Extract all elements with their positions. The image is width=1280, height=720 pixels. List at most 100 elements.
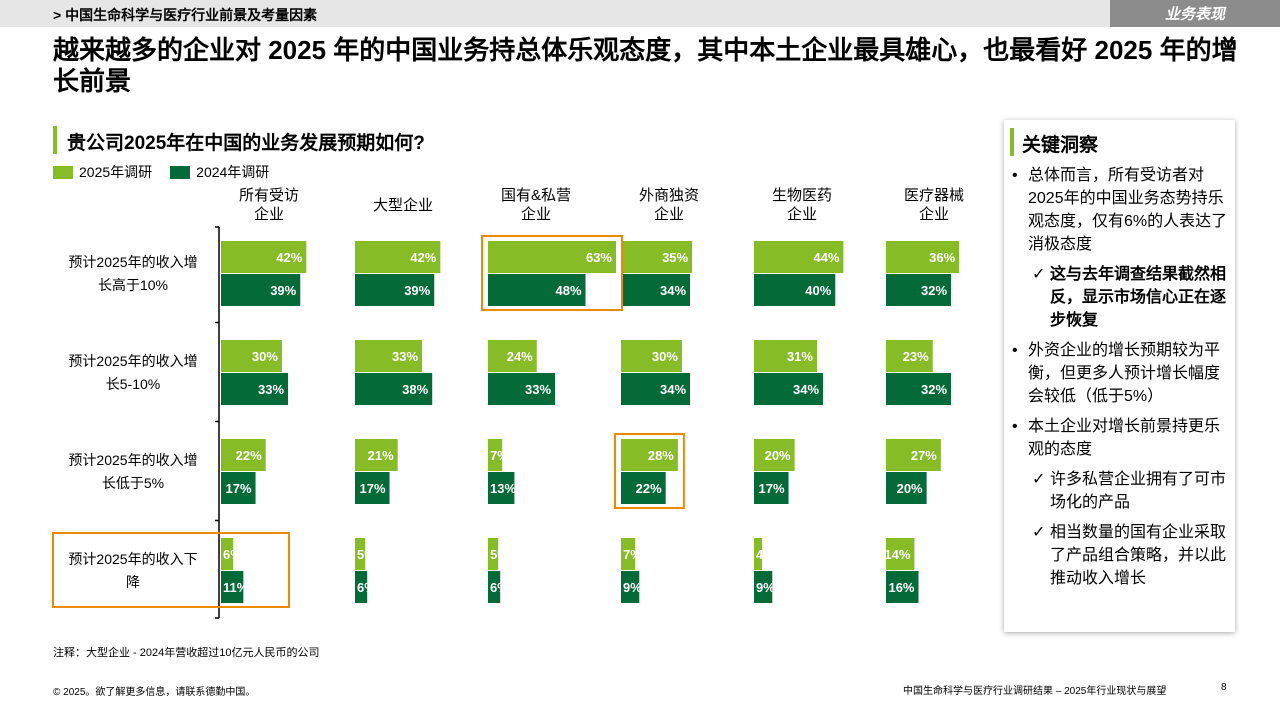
bar-data-label: 28% xyxy=(648,448,674,463)
highlight-box xyxy=(52,532,290,608)
bar-2025 xyxy=(621,241,693,273)
bar-data-label: 11% xyxy=(223,580,249,595)
bar-2024 xyxy=(355,274,435,306)
bar-data-label: 39% xyxy=(270,283,296,298)
bar-2025 xyxy=(886,340,933,372)
bar-2025 xyxy=(754,241,844,273)
bar-data-label: 39% xyxy=(404,283,430,298)
insight-subtext: 许多私营企业拥有了可市场化的产品 xyxy=(1050,471,1227,511)
bar-2025 xyxy=(355,340,423,372)
bar-data-label: 33% xyxy=(258,382,284,397)
col-header: 国有&私营 xyxy=(501,187,571,204)
bar-2024 xyxy=(754,274,836,306)
bar-2025 xyxy=(754,538,763,570)
footer-source: 中国生命科学与医疗行业调研结果 – 2025年行业现状与展望 xyxy=(903,686,1167,697)
insight-item: • 本土企业对增长前景持更乐观的态度 xyxy=(1012,415,1230,461)
bar-data-label: 63% xyxy=(586,250,612,265)
row-label: 降 xyxy=(126,574,140,590)
bar-2024 xyxy=(754,571,773,603)
bar-data-label: 32% xyxy=(921,283,947,298)
bar-2024 xyxy=(886,571,919,603)
col-header: 大型企业 xyxy=(373,196,433,214)
bar-2025 xyxy=(488,538,499,570)
bar-2024 xyxy=(621,571,640,603)
insights-title-accent xyxy=(1010,128,1014,156)
bar-data-label: 7% xyxy=(490,448,509,463)
bar-2024 xyxy=(886,373,952,405)
check-icon: ✓ xyxy=(1032,524,1046,541)
insight-subitem: ✓ 相当数量的国有企业采取了产品组合策略，并以此推动收入增长 xyxy=(1032,521,1230,590)
chart-title: 贵公司2025年在中国的业务发展预期如何? xyxy=(67,133,425,154)
row-label: 预计2025年的收入增 xyxy=(68,353,197,369)
bar-2024 xyxy=(754,373,824,405)
bar-2025 xyxy=(488,340,537,372)
bullet-icon: • xyxy=(1012,167,1018,184)
key-insights-panel: 关键洞察 • 总体而言，所有受访者对2025年的中国业务态势持乐观态度，仅有6%的… xyxy=(1004,120,1235,632)
bar-2025 xyxy=(488,241,616,273)
insight-text: 本土企业对增长前景持更乐观的态度 xyxy=(1028,418,1221,458)
col-header: 生物医药 xyxy=(772,187,832,204)
bar-2024 xyxy=(886,472,927,504)
bar-2025 xyxy=(221,340,282,372)
bar-2025 xyxy=(355,538,366,570)
bar-data-label: 44% xyxy=(813,250,839,265)
bar-2025 xyxy=(221,439,266,471)
insight-item: • 外资企业的增长预期较为平衡，但更多人预计增长幅度会较低（低于5%） xyxy=(1012,339,1230,408)
bar-2025 xyxy=(754,340,817,372)
col-header: 医疗器械 xyxy=(904,187,964,204)
bar-2025 xyxy=(221,538,234,570)
row-label: 长低于5% xyxy=(102,475,164,491)
bar-2025 xyxy=(886,538,915,570)
bar-data-label: 32% xyxy=(921,382,947,397)
row-label: 长5-10% xyxy=(106,376,160,392)
bar-data-label: 7% xyxy=(623,547,642,562)
bar-data-label: 17% xyxy=(226,481,252,496)
check-icon: ✓ xyxy=(1032,471,1046,488)
bar-2025 xyxy=(621,340,682,372)
row-label: 长高于10% xyxy=(98,277,168,293)
insight-text: 外资企业的增长预期较为平衡，但更多人预计增长幅度会较低（低于5%） xyxy=(1028,342,1221,405)
insight-text: 总体而言，所有受访者对2025年的中国业务态势持乐观态度，仅有6%的人表达了消极… xyxy=(1028,167,1228,253)
highlight-box xyxy=(481,235,623,311)
insight-item: • 总体而言，所有受访者对2025年的中国业务态势持乐观态度，仅有6%的人表达了消… xyxy=(1012,164,1230,256)
bullet-icon: • xyxy=(1012,342,1018,359)
bar-2025 xyxy=(488,439,503,471)
bar-data-label: 17% xyxy=(360,481,386,496)
legend-item-2024: 2024年调研 xyxy=(170,162,269,182)
bar-data-label: 17% xyxy=(759,481,785,496)
bar-2024 xyxy=(488,274,586,306)
insight-subitem: ✓ 许多私营企业拥有了可市场化的产品 xyxy=(1032,468,1230,514)
legend-swatch-2025 xyxy=(53,165,73,179)
bullet-icon: • xyxy=(1012,418,1018,435)
page-title: 越来越多的企业对 2025 年的中国业务持总体乐观态度，其中本土企业最具雄心，也… xyxy=(53,35,1238,96)
bar-2024 xyxy=(488,373,556,405)
col-header: 企业 xyxy=(919,205,949,223)
top-bar: > 中国生命科学与医疗行业前景及考量因素 业务表现 xyxy=(0,0,1280,27)
bar-data-label: 23% xyxy=(903,349,929,364)
bar-2025 xyxy=(355,241,441,273)
bar-data-label: 34% xyxy=(793,382,819,397)
bar-data-label: 42% xyxy=(410,250,436,265)
bar-data-label: 14% xyxy=(884,547,910,562)
row-label: 预计2025年的收入下 xyxy=(68,551,197,567)
col-header: 企业 xyxy=(787,205,817,223)
legend-label-2025: 2025年调研 xyxy=(79,164,153,180)
legend-label-2024: 2024年调研 xyxy=(196,164,270,180)
bar-data-label: 24% xyxy=(507,349,533,364)
bar-2024 xyxy=(221,571,244,603)
bar-2024 xyxy=(221,373,289,405)
bar-2024 xyxy=(754,472,789,504)
bar-2024 xyxy=(621,472,666,504)
bar-2024 xyxy=(355,373,433,405)
page-number: 8 xyxy=(1221,682,1227,693)
bar-2025 xyxy=(621,439,678,471)
check-icon: ✓ xyxy=(1032,266,1046,283)
chart-title-accent xyxy=(53,126,57,154)
bar-2024 xyxy=(621,373,691,405)
bar-data-label: 9% xyxy=(623,580,642,595)
bar-2024 xyxy=(355,472,390,504)
bar-2024 xyxy=(886,274,952,306)
insight-subtext: 这与去年调查结果截然相反，显示市场信心正在逐步恢复 xyxy=(1050,266,1227,329)
bar-2025 xyxy=(355,439,398,471)
bar-data-label: 30% xyxy=(252,349,278,364)
